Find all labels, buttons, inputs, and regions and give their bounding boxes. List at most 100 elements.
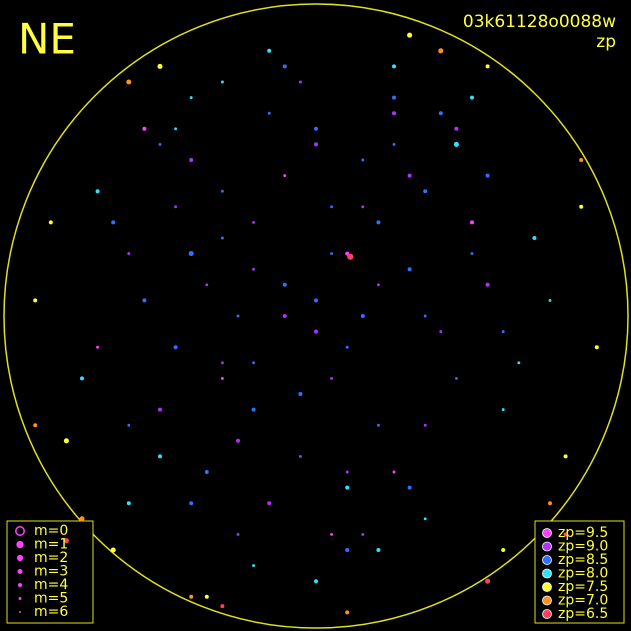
star — [501, 548, 506, 552]
size-legend-marker — [17, 568, 23, 575]
sky-circle — [3, 3, 629, 629]
star — [173, 345, 178, 350]
star — [236, 314, 240, 318]
star — [423, 314, 427, 318]
star — [407, 173, 412, 178]
star — [298, 454, 302, 458]
star — [594, 345, 599, 350]
size-legend-marker — [18, 583, 22, 587]
star — [236, 532, 240, 536]
star — [236, 438, 240, 443]
star — [189, 96, 193, 100]
legend-marker — [542, 555, 552, 565]
star — [314, 329, 318, 334]
star — [470, 252, 474, 256]
star — [95, 189, 100, 194]
star — [298, 392, 303, 396]
star — [548, 298, 552, 302]
legend-marker — [542, 568, 552, 579]
star — [314, 142, 318, 147]
star — [563, 532, 568, 537]
star — [282, 314, 287, 318]
legend-label: zp=8.0 — [558, 566, 608, 582]
size-legend-marker — [16, 554, 24, 562]
star — [63, 538, 69, 544]
star — [252, 220, 256, 224]
star — [485, 282, 490, 287]
star — [438, 48, 444, 54]
star — [330, 252, 334, 256]
legend-label: zp=7.5 — [558, 579, 608, 595]
chart-subtitle: zp — [596, 32, 616, 52]
star — [361, 205, 365, 209]
star — [33, 298, 38, 303]
star — [189, 501, 194, 506]
star — [127, 423, 131, 427]
star — [345, 610, 350, 615]
size-legend-label: m=1 — [34, 537, 68, 553]
size-legend-label: m=5 — [34, 591, 68, 607]
star — [220, 376, 224, 380]
star — [439, 330, 443, 334]
star — [485, 173, 490, 178]
star — [453, 141, 459, 147]
star — [174, 127, 178, 131]
star — [220, 80, 224, 84]
star — [314, 298, 318, 303]
star — [252, 564, 256, 568]
star — [267, 111, 271, 115]
star — [345, 470, 349, 474]
star — [48, 220, 53, 225]
star — [80, 376, 84, 381]
star — [392, 64, 396, 69]
star — [96, 345, 100, 349]
star — [189, 594, 194, 599]
star — [314, 579, 318, 584]
star — [158, 142, 162, 146]
star — [126, 501, 131, 506]
star — [267, 48, 272, 53]
size-legend-label: m=2 — [34, 550, 68, 566]
star — [282, 282, 287, 287]
star — [423, 423, 427, 427]
corner-label: NE — [18, 15, 76, 64]
size-legend-marker — [18, 597, 22, 600]
star — [579, 158, 584, 162]
star — [361, 158, 365, 162]
star — [158, 454, 162, 459]
legend-marker — [542, 541, 552, 552]
star — [204, 594, 209, 599]
star — [438, 111, 443, 116]
star — [205, 283, 209, 287]
star — [392, 95, 396, 100]
star — [220, 236, 224, 240]
legend-marker — [542, 582, 552, 592]
star — [252, 361, 256, 365]
size-legend-marker — [15, 526, 25, 536]
star — [347, 253, 354, 260]
star — [314, 126, 318, 131]
star — [345, 345, 349, 349]
star — [220, 361, 224, 365]
star — [251, 407, 256, 412]
star — [79, 516, 85, 522]
star — [407, 32, 413, 38]
star — [63, 438, 69, 444]
star — [392, 470, 396, 474]
star — [283, 174, 287, 178]
star — [142, 298, 147, 303]
star — [485, 578, 491, 584]
star — [407, 267, 412, 272]
star — [252, 267, 256, 271]
star — [282, 64, 287, 69]
star — [189, 158, 194, 162]
star — [111, 220, 116, 225]
star — [330, 532, 334, 536]
star — [423, 517, 427, 521]
star — [33, 423, 38, 428]
legend-label: zp=8.5 — [558, 552, 608, 568]
star — [423, 189, 428, 194]
legend-label: zp=9.5 — [558, 525, 608, 541]
star — [174, 205, 178, 209]
